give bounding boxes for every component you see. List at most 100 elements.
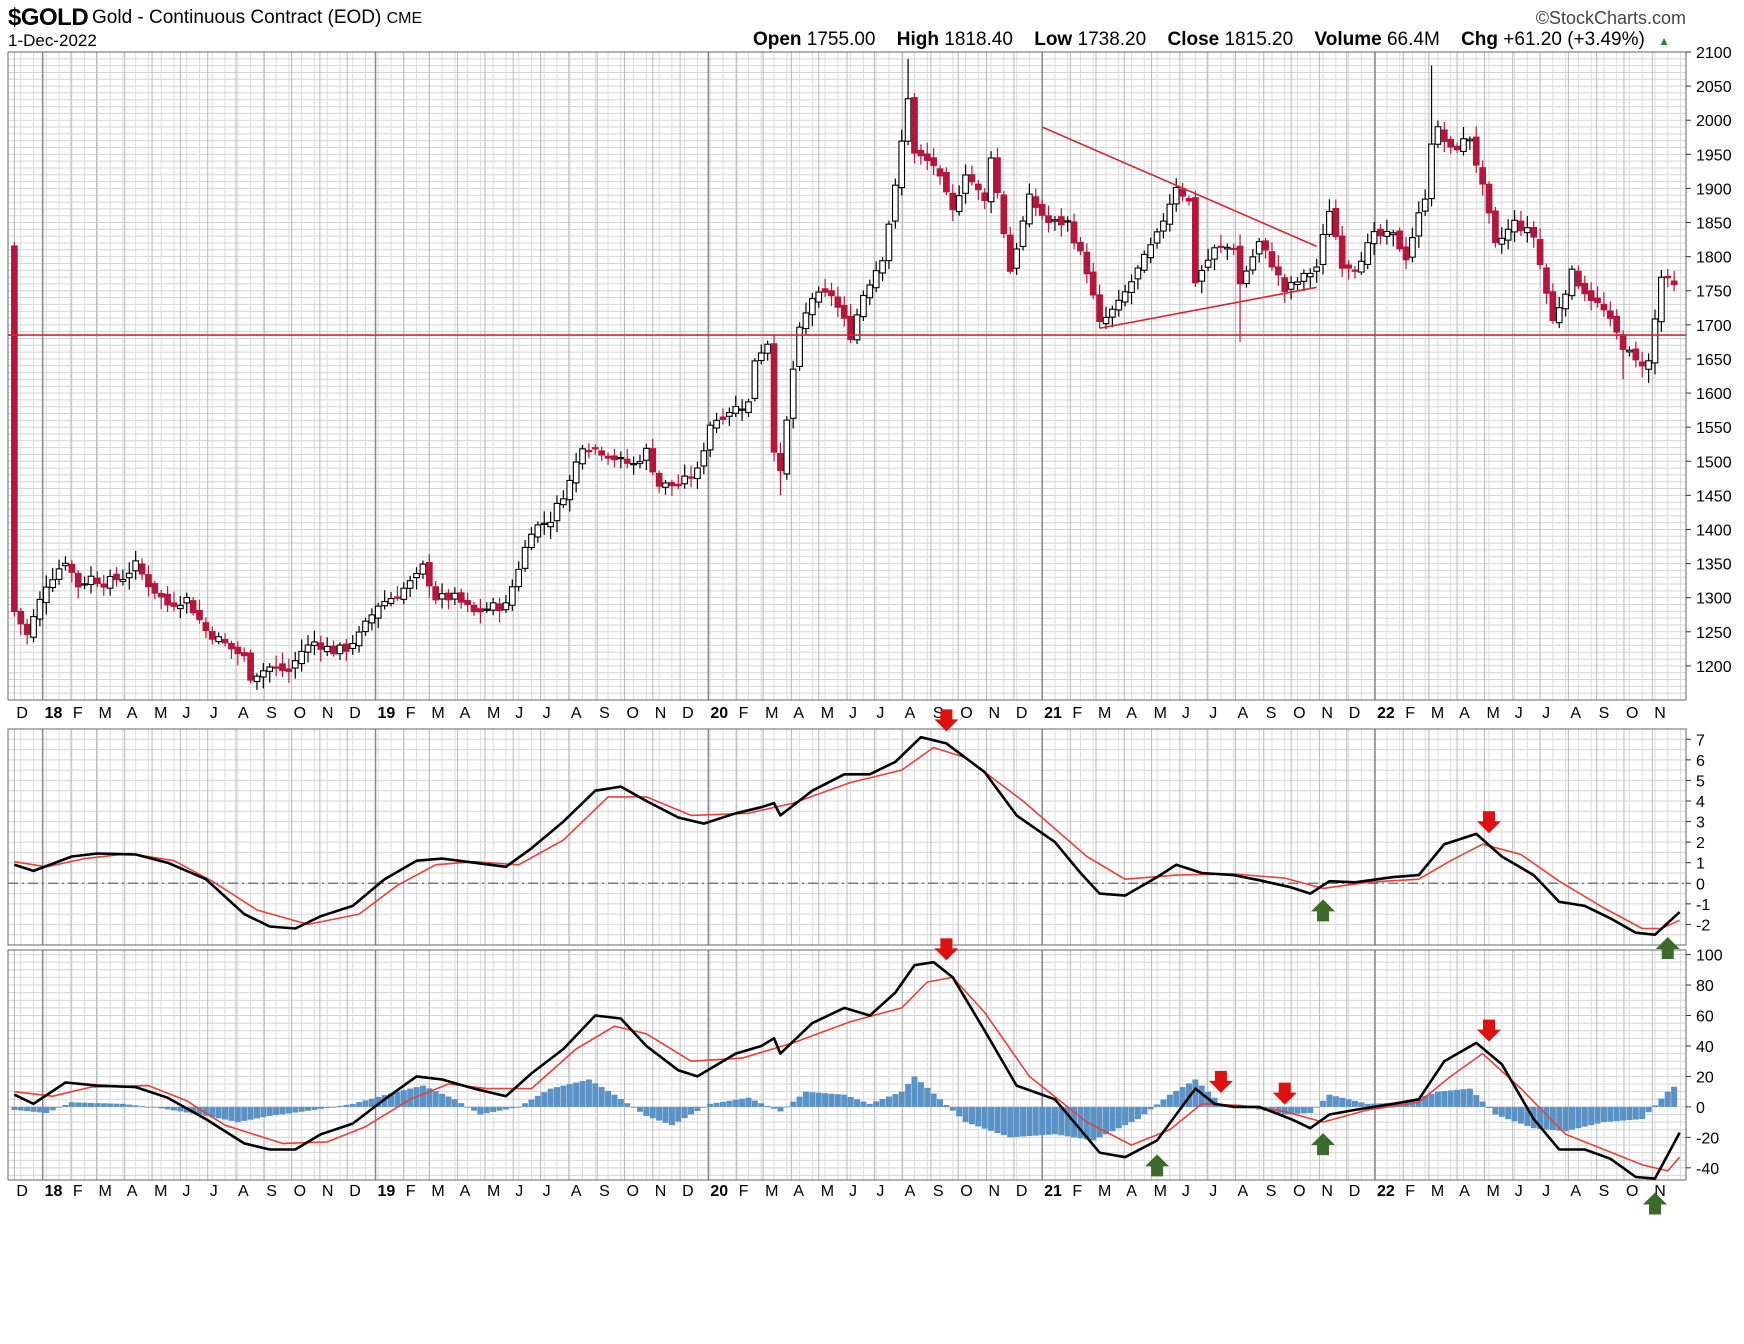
histogram-bar — [228, 1106, 235, 1121]
histogram-bar — [1192, 1079, 1199, 1107]
histogram-bar — [1013, 1106, 1020, 1137]
price-candle — [1383, 219, 1391, 245]
candle-body — [1517, 220, 1525, 232]
price-candle — [821, 278, 829, 297]
candle-body — [1026, 193, 1033, 225]
y-tick-label: 1700 — [1696, 318, 1732, 335]
histogram-bar — [81, 1102, 88, 1107]
candle-body — [1223, 246, 1231, 250]
x-tick-label: A — [793, 1183, 804, 1200]
price-candle — [132, 551, 140, 580]
x-tick-label: M — [821, 1183, 834, 1200]
price-candle — [943, 167, 950, 196]
x-tick-label: O — [960, 705, 972, 722]
histogram-bar — [860, 1101, 867, 1107]
x-tick-label: O — [294, 705, 306, 722]
histogram-bar — [145, 1106, 152, 1108]
histogram-bar — [1115, 1106, 1122, 1129]
histogram-bar — [739, 1098, 746, 1107]
x-tick-label: 22 — [1377, 705, 1395, 722]
histogram-bar — [1569, 1106, 1576, 1130]
price-candle — [936, 165, 944, 185]
candle-body — [738, 408, 746, 411]
y-tick-label: 0 — [1696, 1100, 1705, 1117]
x-tick-label: N — [1321, 705, 1333, 722]
x-tick-label: A — [571, 1183, 582, 1200]
price-candle — [1543, 263, 1550, 304]
price-candle — [1179, 182, 1186, 202]
price-candle — [291, 651, 299, 679]
price-candle — [1089, 262, 1097, 299]
panel-3-grid — [7, 950, 1686, 1180]
candle-body — [394, 596, 401, 599]
candle-body — [1045, 215, 1052, 223]
price-candle — [55, 559, 63, 585]
price-candle — [279, 652, 286, 678]
histogram-bar — [1026, 1106, 1033, 1137]
price-candle — [349, 635, 357, 655]
price-candle — [387, 592, 395, 607]
candle-body — [1249, 256, 1257, 271]
candle-body — [100, 583, 108, 588]
x-tick-label: A — [1126, 705, 1137, 722]
candle-body — [949, 192, 957, 211]
candle-body — [1453, 145, 1461, 151]
x-tick-label: F — [739, 1183, 749, 1200]
candle-body — [445, 592, 452, 601]
histogram-bar — [362, 1100, 369, 1107]
price-candle — [796, 322, 803, 371]
x-tick-label: M — [1431, 1183, 1444, 1200]
price-candle — [1109, 305, 1116, 328]
x-tick-label: A — [238, 705, 249, 722]
price-candle — [1498, 227, 1506, 254]
histogram-bar — [1339, 1097, 1346, 1107]
histogram-bar — [1620, 1106, 1627, 1121]
price-candle — [1575, 265, 1582, 290]
candle-body — [1619, 334, 1627, 350]
candle-body — [591, 447, 599, 450]
price-candle — [189, 597, 197, 616]
histogram-bar — [381, 1095, 388, 1107]
y-tick-label: 4 — [1696, 794, 1705, 811]
price-candle — [1051, 216, 1059, 231]
price-candle — [508, 579, 516, 611]
candle-body — [138, 563, 146, 575]
candle-body — [1102, 316, 1110, 325]
signal-line — [14, 976, 1681, 1172]
price-candle — [732, 395, 740, 417]
candle-body — [1185, 197, 1193, 202]
y-tick-label: -2 — [1696, 917, 1710, 934]
price-candle — [1070, 213, 1078, 249]
histogram-bar — [394, 1091, 401, 1107]
candle-body — [464, 599, 471, 606]
histogram-bar — [196, 1106, 203, 1115]
histogram-bar — [873, 1101, 880, 1107]
trendline — [1041, 126, 1317, 248]
chg-label: Chg — [1461, 29, 1498, 50]
candle-body — [1447, 138, 1455, 148]
price-candle — [1268, 242, 1276, 271]
candle-body — [470, 604, 478, 613]
histogram-bar — [834, 1094, 841, 1107]
histogram-bar — [439, 1093, 446, 1107]
histogram-bar — [43, 1106, 50, 1113]
x-tick-label: 18 — [45, 705, 63, 722]
price-candle — [1096, 284, 1103, 329]
candle-body — [1460, 138, 1467, 152]
histogram-bar — [675, 1106, 682, 1122]
candle-body — [936, 168, 944, 177]
candle-body — [1070, 221, 1078, 244]
candle-body — [1415, 212, 1423, 237]
candle-body — [604, 455, 612, 459]
candle-body — [687, 476, 695, 479]
price-candle — [1300, 269, 1308, 292]
price-candle — [157, 589, 165, 610]
y-tick-label: 1200 — [1696, 659, 1732, 676]
y-tick-label: 1 — [1696, 856, 1705, 873]
buy-arrow-icon — [1642, 1192, 1667, 1215]
price-candle — [745, 398, 752, 417]
histogram-bar — [1671, 1086, 1678, 1107]
y-tick-label: 100 — [1696, 948, 1723, 965]
price-candle — [987, 151, 995, 214]
histogram-bar — [375, 1096, 382, 1107]
